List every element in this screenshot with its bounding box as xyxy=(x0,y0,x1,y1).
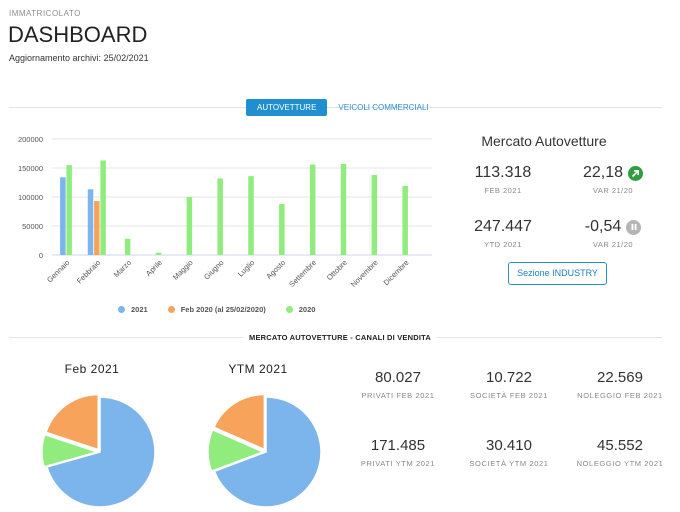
pie-title-feb: Feb 2021 xyxy=(64,362,120,376)
bar-2020-novembre[interactable] xyxy=(371,174,378,255)
bar-2020-maggio[interactable] xyxy=(186,197,193,255)
vehicle-tabs: AUTOVETTURE VEICOLI COMMERCIALI xyxy=(246,99,440,116)
bar-feb-febbraio[interactable] xyxy=(94,201,100,255)
x-tick-label: Marzo xyxy=(112,258,133,279)
stat-societa-feb: 10.722 SOCIETÀ FEB 2021 xyxy=(454,369,564,402)
stat-value: 80.027 xyxy=(375,369,421,386)
legend-item-2021[interactable]: 2021 xyxy=(118,305,148,314)
legend-item-feb-2020[interactable]: Feb 2020 (al 25/02/2020) xyxy=(167,305,266,314)
bar-2021-febbraio[interactable] xyxy=(87,189,94,255)
legend-label: Feb 2020 (al 25/02/2020) xyxy=(180,305,266,314)
pie-slice-noleggio[interactable] xyxy=(213,393,266,451)
stat-noleggio-feb: 22.569 NOLEGGIO FEB 2021 xyxy=(575,369,665,402)
bar-2020-ottobre[interactable] xyxy=(340,163,347,255)
market-title: Mercato Autovetture xyxy=(481,133,607,149)
archive-update: Aggiornamento archivi: 25/02/2021 xyxy=(9,53,149,63)
legend-label: 2021 xyxy=(131,305,148,314)
stat-privati-feb: 80.027 PRIVATI FEB 2021 xyxy=(343,369,453,402)
tab-veicoli-commerciali[interactable]: VEICOLI COMMERCIALI xyxy=(338,103,429,112)
tab-autovetture[interactable]: AUTOVETTURE xyxy=(246,99,328,116)
legend-label: 2020 xyxy=(298,305,316,314)
y-tick-label: 50000 xyxy=(22,222,43,231)
x-tick-label: Settembre xyxy=(287,258,318,289)
stat-value: 22.569 xyxy=(597,369,643,386)
legend-swatch xyxy=(118,306,125,313)
stat-value: 10.722 xyxy=(486,369,532,386)
kpi-value: 113.318 xyxy=(474,164,532,181)
bar-2021-gennaio[interactable] xyxy=(60,177,66,255)
x-tick-label: Maggio xyxy=(171,258,195,282)
x-tick-label: Ottobre xyxy=(325,258,349,282)
bar-2020-giugno[interactable] xyxy=(217,178,223,255)
pie-slice-societ[interactable] xyxy=(41,433,100,468)
y-tick-label: 200000 xyxy=(18,135,43,144)
x-tick-label: Giugno xyxy=(202,258,225,281)
stat-value: 45.552 xyxy=(597,437,643,454)
bar-2020-luglio[interactable] xyxy=(248,176,254,255)
bar-2020-agosto[interactable] xyxy=(279,203,285,255)
industry-section-button[interactable]: Sezione INDUSTRY xyxy=(508,262,607,285)
kpi-value: 247.447 xyxy=(474,218,532,235)
kpi-value: 22,18 xyxy=(582,164,624,181)
stat-label: SOCIETÀ FEB 2021 xyxy=(470,391,548,400)
kpi-label: VAR 21/20 xyxy=(592,240,634,249)
legend-item-2020[interactable]: 2020 xyxy=(285,305,316,314)
bar-2020-marzo[interactable] xyxy=(124,238,131,255)
legend-swatch xyxy=(285,306,293,313)
kpi-label: FEB 2021 xyxy=(484,186,522,195)
pie-title-ytm: YTM 2021 xyxy=(228,362,288,376)
stat-label: NOLEGGIO YTM 2021 xyxy=(576,459,664,468)
bar-2020-settembre[interactable] xyxy=(309,164,316,255)
tabs-divider xyxy=(9,107,662,108)
kpi-label: YTD 2021 xyxy=(484,240,522,249)
legend-swatch xyxy=(167,306,175,313)
pause-icon xyxy=(626,219,642,235)
section-eyebrow: IMMATRICOLATO xyxy=(9,9,81,18)
pie-slice-societ[interactable] xyxy=(207,428,265,473)
kpi-value: -0,54 xyxy=(584,218,622,235)
update-label: Aggiornamento archivi: xyxy=(9,53,102,63)
stat-societa-ytm: 30.410 SOCIETÀ YTM 2021 xyxy=(466,437,552,470)
bar-2020-aprile[interactable] xyxy=(155,252,162,255)
stat-label: SOCIETÀ YTM 2021 xyxy=(469,459,549,468)
x-tick-label: Febbraio xyxy=(75,258,102,285)
kpi-var-feb: 22,18 VAR 21/20 xyxy=(568,164,658,195)
x-tick-label: Gennaio xyxy=(45,258,71,284)
bar-2020-febbraio[interactable] xyxy=(100,160,106,255)
bar-2020-dicembre[interactable] xyxy=(402,185,408,255)
stat-value: 30.410 xyxy=(486,437,532,454)
y-tick-label: 150000 xyxy=(18,164,43,173)
page-title: DASHBOARD xyxy=(8,22,148,47)
stat-privati-ytm: 171.485 PRIVATI YTM 2021 xyxy=(343,437,453,470)
chart-legend: 2021 Feb 2020 (al 25/02/2020) 2020 xyxy=(118,305,315,314)
stat-label: PRIVATI YTM 2021 xyxy=(360,459,436,468)
stat-label: NOLEGGIO FEB 2021 xyxy=(577,391,663,400)
kpi-label: VAR 21/20 xyxy=(592,186,634,195)
y-tick-label: 100000 xyxy=(18,193,43,202)
y-tick-label: 0 xyxy=(39,251,43,260)
monthly-registrations-chart: 0 50000 100000 150000 200000 Gennaio Febbraio M… xyxy=(18,135,432,289)
x-tick-label: Agosto xyxy=(264,258,287,281)
update-date: 25/02/2021 xyxy=(103,53,149,63)
pie-slice-noleggio[interactable] xyxy=(45,393,99,451)
x-tick-label: Dicembre xyxy=(382,258,411,287)
pie-slice-privati[interactable] xyxy=(213,396,322,508)
stat-label: PRIVATI FEB 2021 xyxy=(361,391,435,400)
pie-chart-feb-2021 xyxy=(41,393,156,508)
kpi-var-ytd: -0,54 VAR 21/20 xyxy=(568,218,658,249)
channels-title-text: MERCATO AUTOVETTURE - CANALI DI VENDITA xyxy=(243,333,437,342)
x-tick-label: Aprile xyxy=(144,258,164,278)
x-tick-label: Novembre xyxy=(349,258,380,289)
kpi-feb-2021: 113.318 FEB 2021 xyxy=(460,164,546,195)
pie-chart-ytm-2021 xyxy=(207,393,322,508)
kpi-ytd-2021: 247.447 YTD 2021 xyxy=(460,218,546,249)
arrow-up-right-icon xyxy=(628,165,644,181)
stat-value: 171.485 xyxy=(370,437,426,454)
bar-2020-gennaio[interactable] xyxy=(66,165,72,255)
channels-title: MERCATO AUTOVETTURE - CANALI DI VENDITA xyxy=(0,333,680,342)
x-tick-label: Luglio xyxy=(236,258,257,279)
stat-noleggio-ytm: 45.552 NOLEGGIO YTM 2021 xyxy=(575,437,665,470)
pie-slice-privati[interactable] xyxy=(46,396,156,508)
